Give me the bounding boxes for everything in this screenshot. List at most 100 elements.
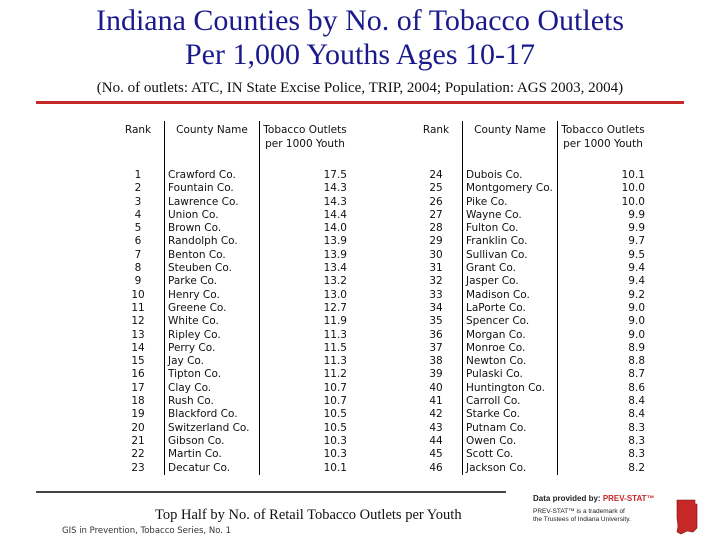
table-row: 7 Benton Co. 13.9	[112, 248, 350, 263]
value-cell: 17.5	[259, 169, 350, 183]
table-row: 5 Brown Co. 14.0	[112, 222, 350, 236]
table-row: 26 Pike Co. 10.0	[410, 195, 648, 209]
value-cell: 13.9	[259, 248, 350, 263]
table-row: 17 Clay Co. 10.7	[112, 381, 350, 396]
page-subtitle: (No. of outlets: ATC, IN State Excise Po…	[96, 80, 624, 96]
rank-cell: 33	[429, 288, 443, 301]
value-cell: 8.6	[557, 381, 648, 396]
county-cell: Franklin Co.	[462, 235, 558, 249]
rank-cell: 14	[131, 341, 145, 354]
rank-cell: 15	[131, 355, 145, 368]
rank-cell: 3	[134, 195, 142, 208]
rank-cell: 25	[429, 182, 443, 195]
value-cell: 9.0	[557, 328, 648, 342]
value-cell: 13.4	[259, 262, 350, 276]
county-cell: Steuben Co.	[164, 262, 260, 276]
value-cell: 10.0	[557, 195, 648, 209]
county-cell: Jackson Co.	[462, 461, 558, 475]
logo-brand: PREV-STAT™	[602, 494, 655, 503]
table-row: 6 Randolph Co. 13.9	[112, 235, 350, 249]
rank-cell: 22	[131, 448, 145, 461]
table-row: 18 Rush Co. 10.7	[112, 395, 350, 409]
table-row: 22 Martin Co. 10.3	[112, 448, 350, 462]
county-cell: Jasper Co.	[462, 275, 558, 289]
value-cell: 13.2	[259, 275, 350, 289]
table-row: 9 Parke Co. 13.2	[112, 275, 350, 289]
county-cell: Henry Co.	[164, 288, 260, 302]
county-cell: Brown Co.	[164, 222, 260, 236]
table-row: 24 Dubois Co. 10.1	[410, 169, 648, 183]
value-cell: 14.0	[259, 222, 350, 236]
table-body-right: 24 Dubois Co. 10.1 25 Montgomery Co. 10.0 26 Pi…	[410, 169, 648, 475]
rank-cell: 26	[429, 195, 443, 208]
map-caption: Top Half by No. of Retail Tobacco Outlet…	[155, 507, 462, 523]
county-cell: Wayne Co.	[462, 208, 558, 223]
footer-divider	[36, 491, 506, 493]
county-cell: Martin Co.	[164, 448, 260, 462]
prev-stat-logo: Data provided by: PREV-STAT™ PREV-STAT™ …	[533, 494, 703, 536]
logo-trademark-line2: the Trustees of Indiana University.	[533, 516, 631, 523]
header-outlets: Tobacco Outlets per 1000 Youth	[557, 121, 648, 169]
table-row: 10 Henry Co. 13.0	[112, 288, 350, 302]
header-rank: Rank	[422, 124, 450, 136]
value-cell: 10.0	[557, 182, 648, 196]
county-cell: Scott Co.	[462, 448, 558, 462]
logo-provided-text: Data provided by:	[533, 494, 601, 503]
county-cell: Crawford Co.	[164, 169, 260, 183]
rank-cell: 5	[134, 222, 142, 235]
value-cell: 10.7	[259, 381, 350, 396]
rank-cell: 36	[429, 328, 443, 341]
table-row: 14 Perry Co. 11.5	[112, 341, 350, 356]
value-cell: 10.3	[259, 448, 350, 462]
value-cell: 9.4	[557, 262, 648, 276]
county-cell: Montgomery Co.	[462, 182, 558, 196]
value-cell: 10.1	[259, 461, 350, 475]
table-row: 8 Steuben Co. 13.4	[112, 262, 350, 276]
header-outlets: Tobacco Outlets per 1000 Youth	[259, 121, 350, 169]
county-cell: LaPorte Co.	[462, 301, 558, 316]
rank-cell: 29	[429, 235, 443, 248]
logo-trademark-line1: PREV-STAT™ is a trademark of	[533, 508, 625, 515]
table-row: 43 Putnam Co. 8.3	[410, 421, 648, 435]
rank-cell: 2	[134, 182, 142, 195]
series-label: GIS in Prevention, Tobacco Series, No. 1	[62, 526, 232, 536]
county-cell: Putnam Co.	[462, 421, 558, 435]
county-cell: Morgan Co.	[462, 328, 558, 342]
rank-cell: 13	[131, 328, 145, 341]
rank-cell: 27	[429, 208, 443, 221]
value-cell: 11.9	[259, 315, 350, 329]
table-row: 32 Jasper Co. 9.4	[410, 275, 648, 289]
county-cell: Decatur Co.	[164, 461, 260, 475]
value-cell: 9.9	[557, 208, 648, 223]
table-row: 42 Starke Co. 8.4	[410, 408, 648, 422]
rank-cell: 6	[134, 235, 142, 248]
value-cell: 12.7	[259, 301, 350, 316]
table-row: 37 Monroe Co. 8.9	[410, 341, 648, 356]
county-cell: Perry Co.	[164, 341, 260, 356]
rank-cell: 17	[131, 381, 145, 394]
title-line-2: Per 1,000 Youths Ages 10-17	[184, 38, 536, 71]
rank-cell: 35	[429, 315, 443, 328]
rank-cell: 41	[429, 395, 443, 408]
rank-cell: 21	[131, 434, 145, 447]
header-county: County Name	[462, 121, 558, 169]
rank-cell: 30	[429, 248, 443, 261]
title-divider	[36, 101, 684, 104]
table-row: 23 Decatur Co. 10.1	[112, 461, 350, 475]
value-cell: 8.3	[557, 421, 648, 435]
value-cell: 8.3	[557, 448, 648, 462]
county-cell: Pulaski Co.	[462, 368, 558, 382]
value-cell: 9.5	[557, 248, 648, 263]
table-row: 30 Sullivan Co. 9.5	[410, 248, 648, 263]
value-cell: 10.5	[259, 408, 350, 422]
header-county: County Name	[164, 121, 260, 169]
logo-provided-by: Data provided by: PREV-STAT™	[533, 494, 655, 503]
county-cell: Newton Co.	[462, 355, 558, 369]
value-cell: 10.7	[259, 395, 350, 409]
rank-cell: 31	[429, 262, 443, 275]
rank-cell: 9	[134, 275, 142, 288]
value-cell: 11.3	[259, 328, 350, 342]
table-row: 41 Carroll Co. 8.4	[410, 395, 648, 409]
value-cell: 8.7	[557, 368, 648, 382]
rank-cell: 1	[134, 169, 142, 181]
